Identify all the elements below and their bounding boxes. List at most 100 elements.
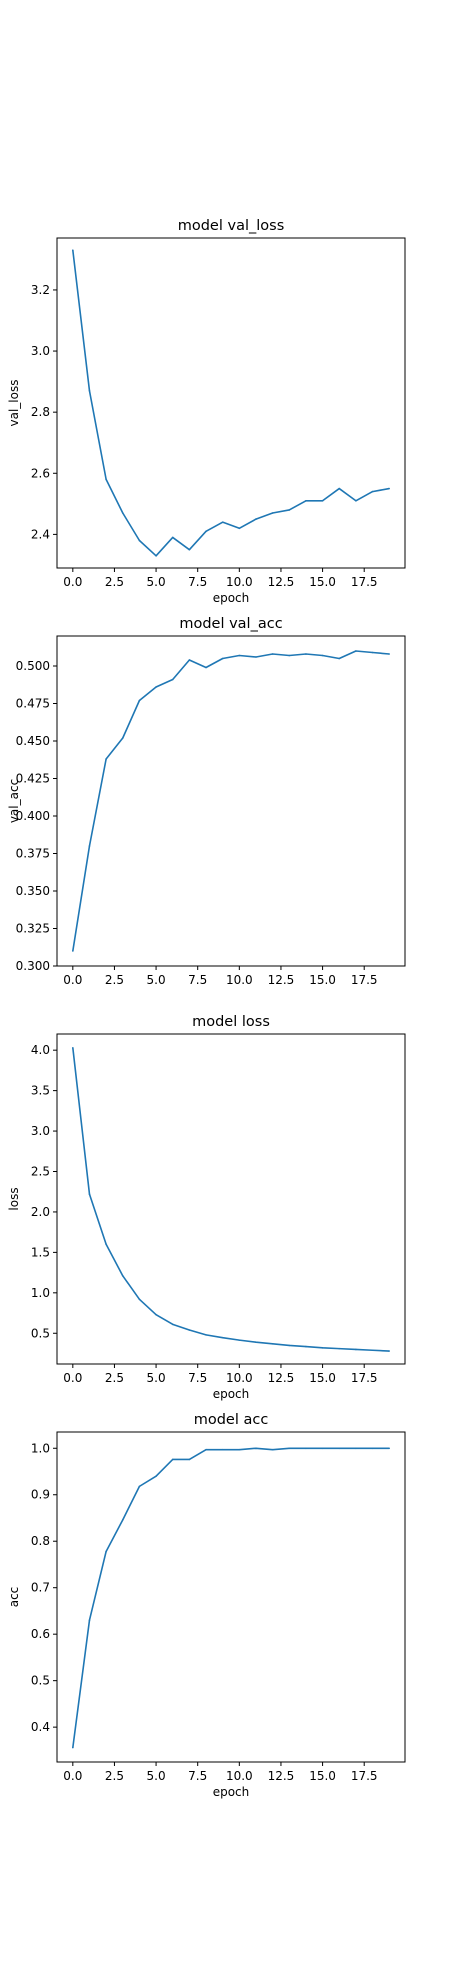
data-point bbox=[138, 539, 141, 542]
chart-title: model acc bbox=[194, 1412, 269, 1428]
x-tick-label: 17.5 bbox=[351, 1371, 378, 1385]
data-point bbox=[88, 1193, 91, 1195]
y-tick-label: 0.350 bbox=[16, 884, 50, 898]
x-axis-label: epoch bbox=[213, 1785, 250, 1799]
y-tick-label: 0.8 bbox=[31, 1534, 50, 1548]
data-point bbox=[121, 512, 124, 514]
y-axis-label: val_loss bbox=[7, 380, 21, 427]
data-point bbox=[271, 653, 274, 655]
data-point bbox=[321, 1347, 324, 1349]
data-point bbox=[321, 499, 324, 502]
data-point bbox=[355, 650, 357, 652]
x-tick-label: 15.0 bbox=[309, 1769, 336, 1783]
subplot-4: model acc 0.0 2.5 5.0 7.5 10.0 12.5 15.0 17.5 0.4… bbox=[7, 1412, 406, 1799]
data-point bbox=[221, 1448, 224, 1451]
data-point bbox=[388, 1447, 390, 1450]
y-axis-label: val_acc bbox=[7, 779, 21, 823]
data-point bbox=[205, 530, 207, 533]
x-tick-label: 2.5 bbox=[105, 1371, 124, 1385]
x-axis-label: epoch bbox=[213, 591, 250, 605]
x-tick-label: 12.5 bbox=[268, 1371, 295, 1385]
x-tick-label: 5.0 bbox=[147, 973, 166, 987]
x-tick-label: 15.0 bbox=[309, 1371, 336, 1385]
axes-frame bbox=[56, 635, 406, 967]
data-point bbox=[321, 654, 324, 657]
y-tick-label: 1.5 bbox=[31, 1245, 50, 1259]
data-point bbox=[188, 1458, 191, 1461]
x-tick-label: 17.5 bbox=[351, 1769, 378, 1783]
data-point bbox=[138, 1298, 141, 1301]
data-point bbox=[171, 536, 174, 539]
data-point bbox=[171, 1323, 174, 1326]
data-point bbox=[255, 518, 257, 520]
data-point bbox=[271, 1342, 274, 1345]
series-line bbox=[72, 650, 390, 952]
y-tick-label: 3.0 bbox=[31, 1124, 50, 1138]
y-tick-label: 0.400 bbox=[16, 809, 50, 823]
data-point bbox=[205, 1334, 207, 1336]
x-tick-label: 0.0 bbox=[63, 1371, 82, 1385]
data-point bbox=[88, 389, 91, 392]
y-tick-label: 3.2 bbox=[31, 283, 50, 297]
data-point bbox=[305, 1345, 307, 1348]
y-tick-label: 0.5 bbox=[31, 1674, 50, 1688]
x-tick-label: 12.5 bbox=[268, 1769, 295, 1783]
data-point bbox=[155, 1475, 157, 1477]
data-point bbox=[221, 1336, 224, 1339]
x-tick-label: 15.0 bbox=[309, 973, 336, 987]
data-point bbox=[138, 699, 141, 702]
y-tick-label: 1.0 bbox=[31, 1286, 50, 1300]
data-point bbox=[355, 1348, 357, 1351]
x-tick-label: 2.5 bbox=[105, 575, 124, 589]
chart-title: model loss bbox=[192, 1014, 270, 1030]
x-tick-label: 5.0 bbox=[147, 575, 166, 589]
y-tick-label: 0.5 bbox=[31, 1326, 50, 1340]
data-point bbox=[371, 1447, 374, 1450]
x-tick-label: 10.0 bbox=[226, 973, 253, 987]
y-tick-label: 0.450 bbox=[16, 734, 50, 748]
data-point bbox=[72, 950, 74, 952]
x-tick-label: 7.5 bbox=[188, 973, 207, 987]
data-point bbox=[105, 1243, 107, 1246]
y-tick-label: 3.5 bbox=[31, 1084, 50, 1098]
data-point bbox=[72, 1046, 74, 1049]
data-point bbox=[188, 659, 191, 661]
y-tick-label: 2.6 bbox=[31, 466, 50, 480]
data-point bbox=[155, 686, 157, 688]
data-point bbox=[255, 1447, 257, 1450]
y-tick-label: 4.0 bbox=[31, 1043, 50, 1057]
data-point bbox=[121, 1519, 124, 1521]
series-line bbox=[72, 1047, 390, 1352]
x-tick-label: 0.0 bbox=[63, 1769, 82, 1783]
y-axis-label: loss bbox=[7, 1187, 21, 1210]
data-point bbox=[388, 1350, 390, 1352]
data-point bbox=[388, 653, 390, 655]
data-point bbox=[171, 678, 174, 681]
x-tick-label: 5.0 bbox=[147, 1769, 166, 1783]
data-point bbox=[388, 487, 390, 490]
data-point bbox=[305, 1447, 307, 1450]
data-point bbox=[238, 527, 241, 530]
y-tick-label: 3.0 bbox=[31, 344, 50, 358]
data-point bbox=[338, 1347, 341, 1350]
data-point bbox=[305, 499, 307, 502]
data-point bbox=[121, 737, 124, 739]
axes-frame bbox=[56, 1431, 406, 1763]
data-point bbox=[338, 487, 341, 490]
y-tick-label: 0.4 bbox=[31, 1720, 50, 1734]
x-tick-label: 17.5 bbox=[351, 973, 378, 987]
x-tick-label: 5.0 bbox=[147, 1371, 166, 1385]
data-point bbox=[338, 1447, 341, 1450]
y-tick-label: 0.7 bbox=[31, 1581, 50, 1595]
x-tick-label: 12.5 bbox=[268, 973, 295, 987]
data-point bbox=[288, 509, 291, 511]
data-point bbox=[188, 548, 191, 551]
x-tick-label: 7.5 bbox=[188, 1769, 207, 1783]
data-point bbox=[188, 1329, 191, 1331]
axes-frame bbox=[56, 1033, 406, 1365]
data-point bbox=[321, 1447, 324, 1450]
x-tick-label: 7.5 bbox=[188, 575, 207, 589]
data-point bbox=[371, 490, 374, 493]
data-point bbox=[355, 499, 357, 502]
y-tick-label: 2.0 bbox=[31, 1205, 50, 1219]
